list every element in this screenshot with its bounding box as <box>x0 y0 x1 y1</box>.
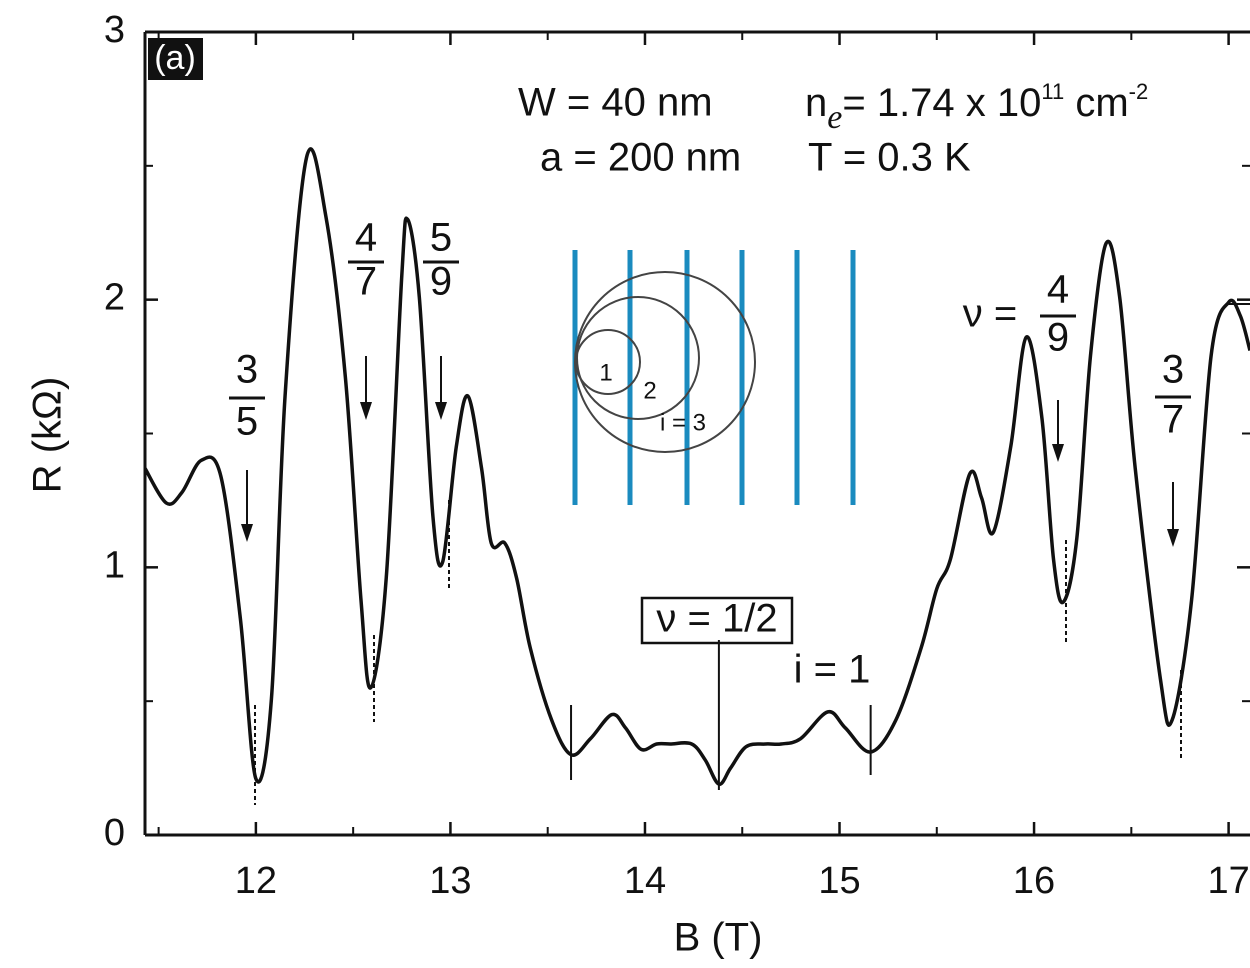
fraction-numerator: 5 <box>430 216 452 260</box>
orbit <box>574 271 756 453</box>
param-text: W = 40 nm <box>518 81 713 125</box>
arrow-head <box>435 402 447 420</box>
fraction-numerator: 4 <box>355 216 377 260</box>
x-tick-label: 16 <box>1013 860 1055 902</box>
param-text: n <box>805 81 827 125</box>
fraction-denominator: 5 <box>236 400 258 444</box>
param-text: = 1.74 x 10 <box>842 81 1041 125</box>
y-tick-label: 3 <box>104 9 125 51</box>
panel-label-box <box>148 38 203 80</box>
y-tick-label: 1 <box>104 544 125 586</box>
fraction-denominator: 7 <box>1162 398 1184 442</box>
param-text: a = 200 nm <box>540 136 741 180</box>
x-tick-label: 17 <box>1207 860 1249 902</box>
panel-label: (a) <box>154 39 196 77</box>
param-text: ne= 1.74 x 1011 cm-2 <box>805 79 1148 136</box>
x-tick-label: 14 <box>624 860 666 902</box>
fraction-numerator: 4 <box>1047 268 1069 312</box>
arrow-head <box>360 402 372 420</box>
inset-label: 1 <box>599 359 612 386</box>
inset-label: 2 <box>643 377 656 404</box>
param-text: 11 <box>1041 79 1064 104</box>
annotation: i = 1 <box>794 648 871 692</box>
param-text: cm <box>1064 81 1128 125</box>
x-tick-label: 13 <box>429 860 471 902</box>
inset <box>572 250 856 505</box>
annotation-box <box>640 596 794 645</box>
fraction-prefix: ν = <box>963 292 1017 336</box>
arrow-head <box>241 524 253 542</box>
fraction-denominator: 9 <box>1047 316 1069 360</box>
x-tick-label: 12 <box>235 860 277 902</box>
param-text: T = 0.3 K <box>808 136 971 180</box>
y-tick-label: 0 <box>104 812 125 854</box>
inset-label: i = 3 <box>660 409 706 436</box>
arrow-head <box>1167 529 1179 547</box>
fraction-denominator: 7 <box>355 260 377 304</box>
fraction-denominator: 9 <box>430 260 452 304</box>
fraction-numerator: 3 <box>1162 348 1184 392</box>
x-tick-label: 15 <box>818 860 860 902</box>
y-tick-label: 2 <box>104 277 125 319</box>
param-text: -2 <box>1129 79 1149 104</box>
arrow-head <box>1052 444 1064 462</box>
annotation: ν = 1/2 <box>656 597 777 641</box>
data-line <box>143 147 1250 786</box>
y-axis-label: R (kΩ) <box>26 377 70 494</box>
orbit <box>576 296 700 420</box>
param-text: e <box>827 99 842 136</box>
fraction-numerator: 3 <box>236 348 258 392</box>
x-axis-label: B (T) <box>674 916 763 960</box>
